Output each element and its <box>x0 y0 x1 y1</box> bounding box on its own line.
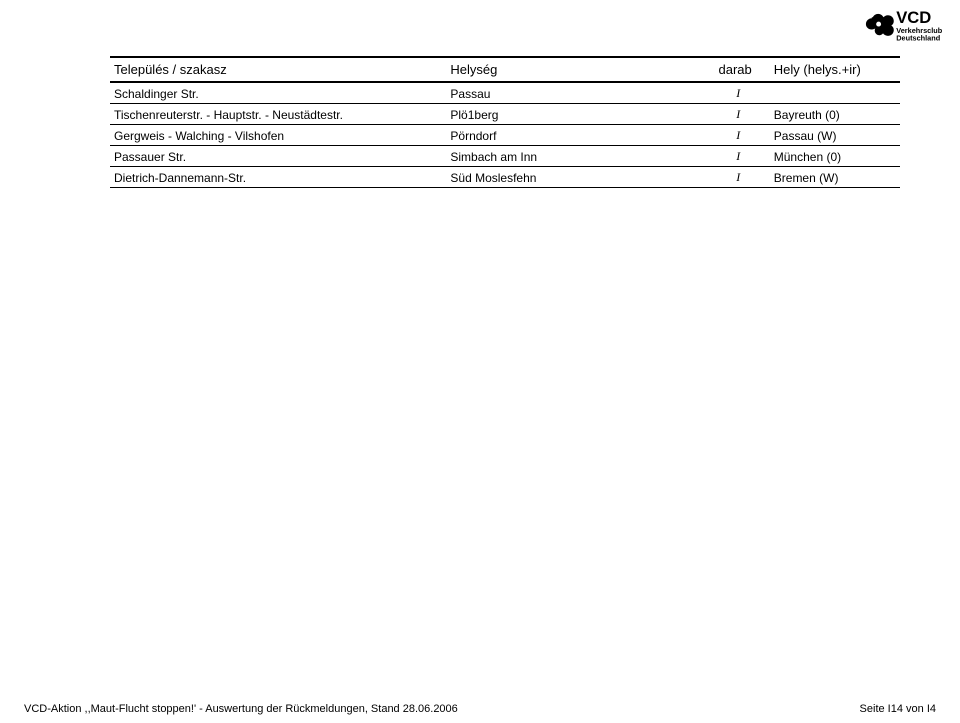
cell-telepules: Schaldinger Str. <box>110 82 446 104</box>
cell-hely: Passau (W) <box>770 125 900 146</box>
cell-darab: I <box>707 104 770 125</box>
table-row: Dietrich-Dannemann-Str. Süd Moslesfehn I… <box>110 167 900 188</box>
cell-telepules: Dietrich-Dannemann-Str. <box>110 167 446 188</box>
cell-telepules: Gergweis - Walching - Vilshofen <box>110 125 446 146</box>
cell-darab: I <box>707 125 770 146</box>
table-row: Gergweis - Walching - Vilshofen Pörndorf… <box>110 125 900 146</box>
cell-hely <box>770 82 900 104</box>
table-row: Tischenreuterstr. - Hauptstr. - Neustädt… <box>110 104 900 125</box>
col-header-hely: Hely (helys.+ir) <box>770 57 900 82</box>
cell-helyseg: Süd Moslesfehn <box>446 167 706 188</box>
logo-acronym: VCD <box>896 8 931 27</box>
cell-darab: I <box>707 82 770 104</box>
cell-telepules: Passauer Str. <box>110 146 446 167</box>
cell-helyseg: Simbach am Inn <box>446 146 706 167</box>
cell-darab: I <box>707 146 770 167</box>
footer-right: Seite I14 von I4 <box>860 703 936 715</box>
cell-hely: Bremen (W) <box>770 167 900 188</box>
col-header-telepules: Település / szakasz <box>110 57 446 82</box>
page-footer: VCD-Aktion ,,Maut-Flucht stoppen!' - Aus… <box>24 703 936 715</box>
col-header-darab: darab <box>707 57 770 82</box>
cell-hely: München (0) <box>770 146 900 167</box>
vcd-logo: VCD Verkehrsclub Deutschland <box>862 4 950 52</box>
cell-helyseg: Plö1berg <box>446 104 706 125</box>
cell-darab: I <box>707 167 770 188</box>
cell-telepules: Tischenreuterstr. - Hauptstr. - Neustädt… <box>110 104 446 125</box>
cell-helyseg: Passau <box>446 82 706 104</box>
table-row: Passauer Str. Simbach am Inn I München (… <box>110 146 900 167</box>
table-header-row: Település / szakasz Helység darab Hely (… <box>110 57 900 82</box>
footer-left: VCD-Aktion ,,Maut-Flucht stoppen!' - Aus… <box>24 703 458 715</box>
data-table: Település / szakasz Helység darab Hely (… <box>110 56 900 188</box>
table-row: Schaldinger Str. Passau I <box>110 82 900 104</box>
cell-hely: Bayreuth (0) <box>770 104 900 125</box>
cell-helyseg: Pörndorf <box>446 125 706 146</box>
col-header-helyseg: Helység <box>446 57 706 82</box>
logo-line2: Deutschland <box>896 34 940 43</box>
